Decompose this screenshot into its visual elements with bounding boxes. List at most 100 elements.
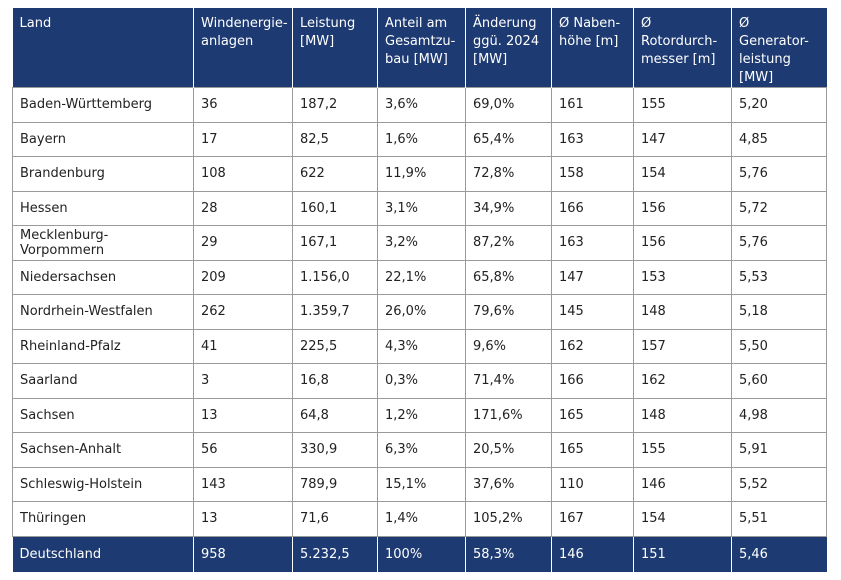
header-text: Windenergie-	[201, 16, 288, 31]
table-cell: 3	[193, 363, 293, 399]
table-row: Hessen 28 160,1 3,1% 34,9% 166 156 5,72	[12, 190, 827, 226]
table-row: Rheinland-Pfalz 41 225,5 4,3% 9,6% 162 157 5,50	[12, 328, 827, 364]
table-cell: 3,1%	[377, 190, 466, 226]
header-text: höhe [m]	[559, 34, 619, 49]
table-cell: 187,2	[292, 87, 378, 123]
table-cell: 156	[633, 225, 732, 261]
table-cell: 160,1	[292, 190, 378, 226]
table-cell: 146	[633, 466, 732, 502]
state-name: Hessen	[12, 190, 194, 226]
header-text: [MW]	[473, 52, 508, 67]
table-row: Brandenburg 108 622 11,9% 72,8% 158 154 5,76	[12, 156, 827, 192]
table-cell: 145	[551, 294, 634, 330]
table-cell: 165	[551, 432, 634, 468]
state-name: Sachsen-Anhalt	[12, 432, 194, 468]
table-cell: 1,2%	[377, 397, 466, 433]
table-cell: 56	[193, 432, 293, 468]
header-cell: Windenergie-anlagen	[193, 8, 293, 88]
wind-energy-table: Land Windenergie-anlagen Leistung [MW] Antei…	[12, 8, 827, 572]
table-cell: 72,8%	[465, 156, 552, 192]
table-cell: 330,9	[292, 432, 378, 468]
table-row: Saarland 3 16,8 0,3% 71,4% 166 162 5,60	[12, 363, 827, 399]
table-cell: 262	[193, 294, 293, 330]
header-text: Ø Naben-	[559, 16, 621, 31]
header-text: Ø Rotordurch-	[641, 16, 718, 49]
state-name: Brandenburg	[12, 156, 194, 192]
header-cell: Leistung [MW]	[292, 8, 378, 88]
header-text: Ø Generator-	[739, 16, 809, 49]
header-text: anlagen	[201, 34, 254, 49]
table-cell: 0,3%	[377, 363, 466, 399]
state-name: Saarland	[12, 363, 194, 399]
table-cell: 110	[551, 466, 634, 502]
table-cell: 69,0%	[465, 87, 552, 123]
header-text: Gesamtzu-	[385, 34, 456, 49]
table-cell: 13	[193, 501, 293, 537]
state-name: Baden-Württemberg	[12, 87, 194, 123]
state-name: Mecklenburg-Vorpommern	[12, 225, 194, 261]
state-name: Nordrhein-Westfalen	[12, 294, 194, 330]
table-cell: 22,1%	[377, 259, 466, 295]
header-text: ggü. 2024	[473, 34, 540, 49]
table-cell: 158	[551, 156, 634, 192]
total-cell: 58,3%	[465, 536, 552, 572]
table-cell: 108	[193, 156, 293, 192]
total-cell: 100%	[377, 536, 466, 572]
table-body: Baden-Württemberg 36 187,2 3,6% 69,0% 161 155 5…	[12, 87, 827, 537]
table-cell: 171,6%	[465, 397, 552, 433]
state-name: Rheinland-Pfalz	[12, 328, 194, 364]
table-cell: 163	[551, 225, 634, 261]
table-cell: 5,51	[731, 501, 827, 537]
table-row: Mecklenburg-Vorpommern 29 167,1 3,2% 87,2% 16…	[12, 225, 827, 261]
table-header: Land Windenergie-anlagen Leistung [MW] Antei…	[12, 8, 827, 88]
table-cell: 155	[633, 87, 732, 123]
table-cell: 9,6%	[465, 328, 552, 364]
table-row: Schleswig-Holstein 143 789,9 15,1% 37,6% 110 1…	[12, 466, 827, 502]
table-cell: 154	[633, 156, 732, 192]
table-cell: 79,6%	[465, 294, 552, 330]
table-cell: 166	[551, 190, 634, 226]
header-cell: Änderung ggü. 2024 [MW]	[465, 8, 552, 88]
table-row: Sachsen-Anhalt 56 330,9 6,3% 20,5% 165 155 5,91	[12, 432, 827, 468]
header-row: Land Windenergie-anlagen Leistung [MW] Antei…	[12, 8, 827, 88]
table-cell: 143	[193, 466, 293, 502]
table-cell: 148	[633, 294, 732, 330]
table-cell: 167	[551, 501, 634, 537]
table-cell: 105,2%	[465, 501, 552, 537]
table-cell: 16,8	[292, 363, 378, 399]
table-cell: 28	[193, 190, 293, 226]
table-cell: 155	[633, 432, 732, 468]
table-cell: 4,98	[731, 397, 827, 433]
table-cell: 15,1%	[377, 466, 466, 502]
table-cell: 4,3%	[377, 328, 466, 364]
table-cell: 5,76	[731, 156, 827, 192]
table-cell: 26,0%	[377, 294, 466, 330]
table-row: Niedersachsen 209 1.156,0 22,1% 65,8% 147 153 5…	[12, 259, 827, 295]
table-cell: 17	[193, 121, 293, 157]
table-cell: 64,8	[292, 397, 378, 433]
table-row: Nordrhein-Westfalen 262 1.359,7 26,0% 79,6% 1…	[12, 294, 827, 330]
table-cell: 5,20	[731, 87, 827, 123]
total-cell: 146	[551, 536, 634, 572]
state-name: Schleswig-Holstein	[12, 466, 194, 502]
table-cell: 225,5	[292, 328, 378, 364]
table-cell: 1,6%	[377, 121, 466, 157]
table-footer: Deutschland 958 5.232,5 100% 58,3% 146 151 5,46	[12, 536, 827, 572]
header-cell: Ø Rotordurch-messer [m]	[633, 8, 732, 88]
table-row: Bayern 17 82,5 1,6% 65,4% 163 147 4,85	[12, 121, 827, 157]
header-cell: Ø Naben-höhe [m]	[551, 8, 634, 88]
total-label: Deutschland	[12, 536, 194, 572]
total-cell: 5.232,5	[292, 536, 378, 572]
table-row: Thüringen 13 71,6 1,4% 105,2% 167 154 5,51	[12, 501, 827, 537]
table-cell: 29	[193, 225, 293, 261]
table-cell: 209	[193, 259, 293, 295]
table-cell: 5,91	[731, 432, 827, 468]
header-text: [MW]	[300, 34, 335, 49]
table-cell: 166	[551, 363, 634, 399]
header-text: messer [m]	[641, 52, 716, 67]
table-cell: 154	[633, 501, 732, 537]
header-text: Leistung	[300, 16, 356, 31]
header-text: Land	[19, 16, 52, 31]
table-cell: 34,9%	[465, 190, 552, 226]
total-row: Deutschland 958 5.232,5 100% 58,3% 146 151 5,46	[12, 536, 827, 572]
